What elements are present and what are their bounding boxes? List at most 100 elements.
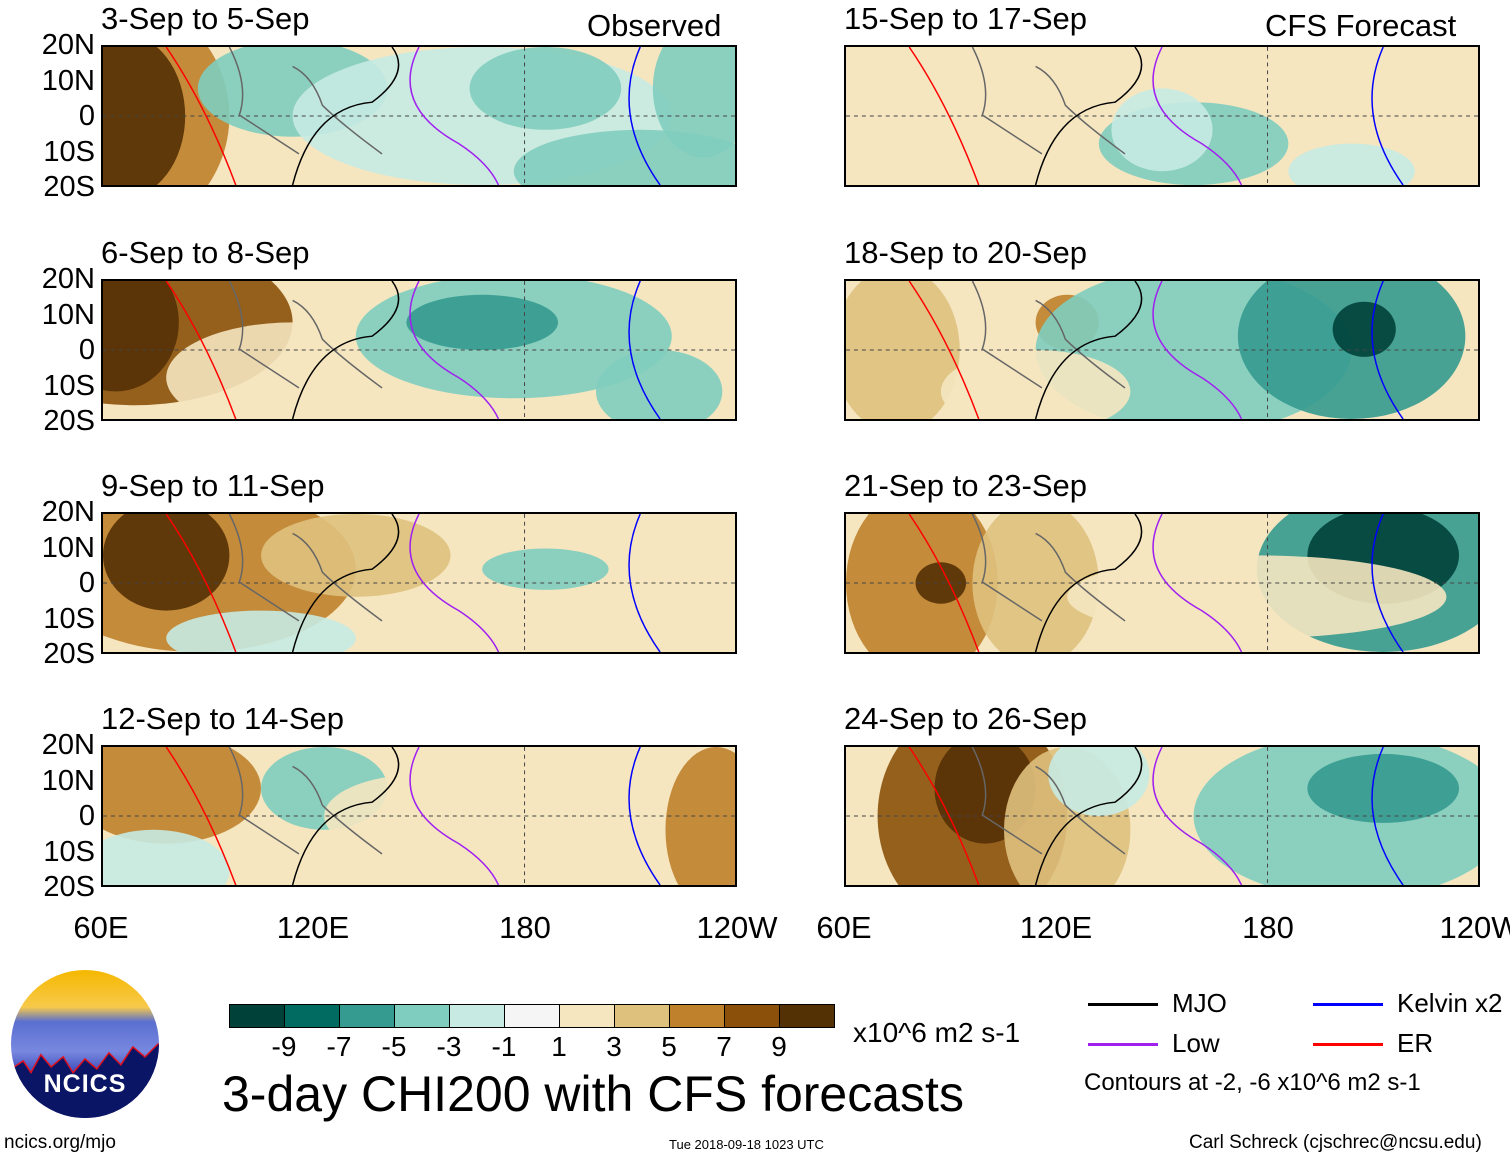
lat-label: 20S [43,871,95,903]
lat-label: 0 [78,567,95,599]
coastline [228,281,383,389]
shading-blob [324,774,514,858]
lat-label: 10S [43,835,95,868]
colorbar-swatch [284,1004,340,1028]
colorbar-swatch [559,1004,615,1028]
panel-title: 12-Sep to 14-Sep [101,701,345,736]
colorbar-swatch [614,1004,670,1028]
contour-er [165,747,237,885]
shading-blob [513,129,735,185]
lat-label: 0 [78,334,95,366]
colorbar-label: 5 [661,1031,677,1062]
lat-label: 10N [41,764,95,797]
contour-er [908,47,980,185]
shading-blob [1067,555,1447,639]
footer-timestamp: Tue 2018-09-18 1023 UTC [669,1137,824,1152]
shading-blob [652,47,735,158]
lat-label: 0 [78,800,95,832]
coastline [971,514,1126,622]
contour-low [409,514,500,652]
contour-low [1152,514,1243,652]
map-panel [101,745,737,887]
colorbar-label: 3 [606,1031,622,1062]
contour-mjo [1034,514,1143,652]
colorbar-label: 7 [716,1031,732,1062]
coastline [971,47,1126,155]
contour-kelvin [1371,514,1404,652]
legend-label: Low [1172,1028,1220,1058]
lat-label: 20S [43,405,95,437]
shading-blob [1048,747,1150,816]
contour-mjo [1034,47,1143,185]
contour-er [908,747,980,885]
logo-text: NCICS [43,1070,127,1098]
lat-label: 10S [43,369,95,402]
lat-label: 10S [43,602,95,635]
contour-mjo [291,281,400,419]
shading-blob [469,47,622,130]
colorbar-label: 9 [771,1031,787,1062]
contour-kelvin [628,47,661,185]
colorbar-swatch [449,1004,505,1028]
map-panel [844,512,1480,654]
lon-label: 180 [1242,910,1294,945]
shading-blob [406,294,559,350]
forecast-header: CFS Forecast [1265,8,1457,43]
contour-er [908,281,980,419]
lat-label: 10N [41,298,95,331]
contour-mjo [1034,281,1143,419]
shading-blob [166,610,356,652]
mountain-logo-graphic [11,1042,159,1118]
shading-blob [103,747,261,844]
logo: NCICS [11,970,159,1118]
legend-line-kelvin-x2 [1313,1003,1383,1006]
shading-blob [972,514,1099,652]
coastline [228,747,383,855]
lat-label: 20S [43,171,95,203]
contour-low [1152,281,1243,419]
legend-label: ER [1397,1028,1434,1058]
colorbar-swatch [504,1004,560,1028]
contour-er [165,47,237,185]
contour-kelvin [1371,47,1404,185]
shading-blob [419,596,609,652]
lat-label: 20N [41,29,95,61]
lon-label: 120E [1019,910,1093,945]
panel-title: 21-Sep to 23-Sep [844,468,1088,503]
colorbar-units: x10^6 m2 s-1 [853,1017,1021,1048]
shading-blob [482,548,609,590]
shading-blob [103,281,179,392]
lat-label: 10S [43,135,95,168]
shading-blob [1288,143,1415,185]
colorbar-label: -5 [381,1031,407,1062]
panel-title: 9-Sep to 11-Sep [101,468,325,503]
lat-label: 20N [41,729,95,761]
lon-label: 60E [73,910,129,945]
lat-label: 20N [41,496,95,528]
lat-label: 20S [43,638,95,670]
legend-line-low [1088,1043,1158,1046]
contour-kelvin [628,514,661,652]
contour-mjo [291,514,400,652]
observed-header: Observed [587,8,722,43]
lat-label: 10N [41,531,95,564]
panel-title: 6-Sep to 8-Sep [101,235,310,270]
map-panel [844,279,1480,421]
lat-label: 0 [78,100,95,132]
colorbar-swatch [779,1004,835,1028]
shading-blob [103,514,230,611]
colorbar-swatch [394,1004,450,1028]
contour-kelvin [1371,747,1404,885]
lon-label: 120E [276,910,350,945]
contour-er [165,514,237,652]
contour-kelvin [1371,281,1404,419]
panel-title: 3-Sep to 5-Sep [101,1,310,36]
contour-low [409,47,500,185]
map-panel [101,512,737,654]
shading-blob [261,514,451,597]
contour-er [165,281,237,419]
contour-low [409,281,500,419]
footer-url[interactable]: ncics.org/mjo [4,1132,116,1153]
map-panel [101,45,737,187]
